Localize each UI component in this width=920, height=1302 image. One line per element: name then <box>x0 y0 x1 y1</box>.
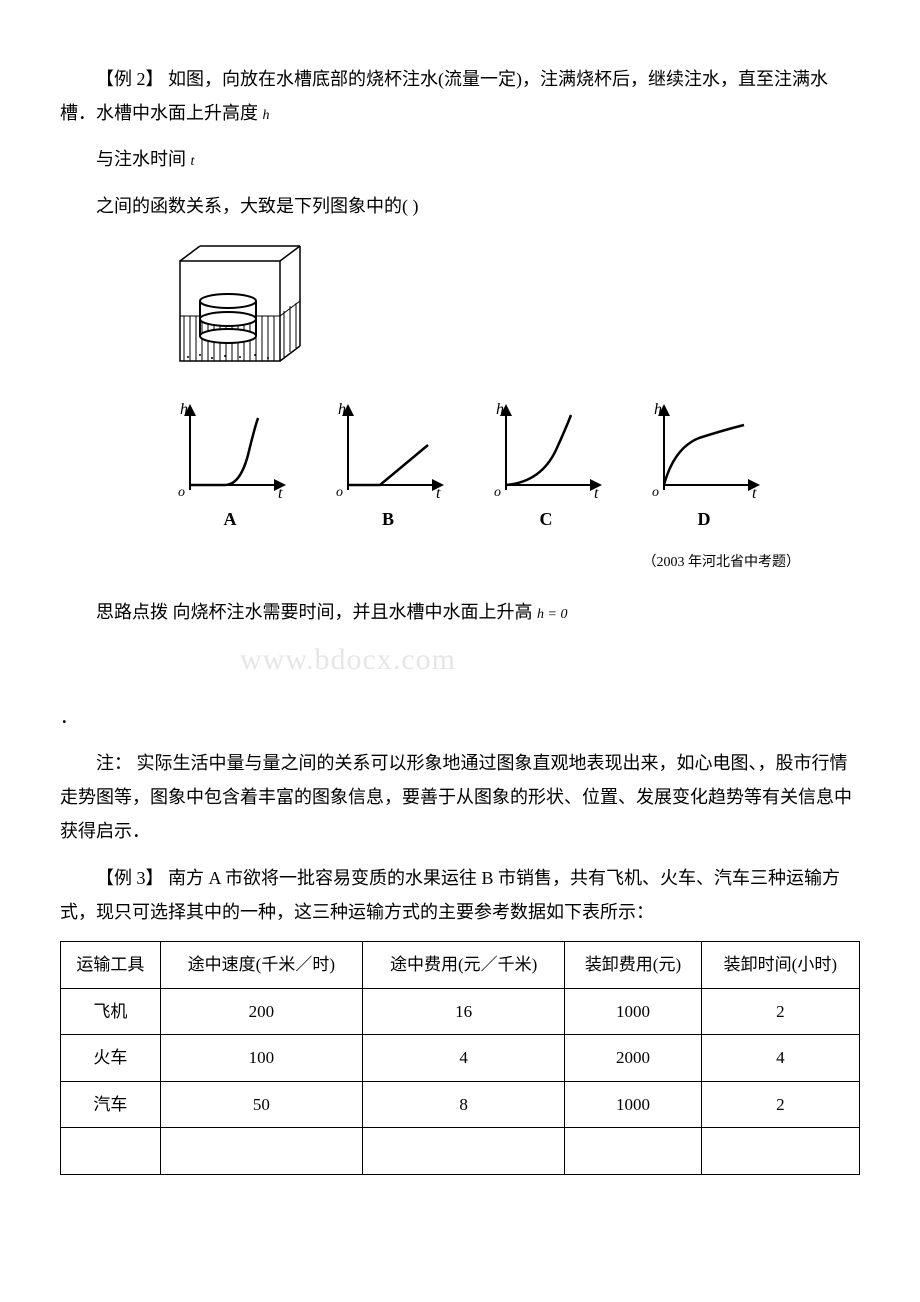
svg-text:t: t <box>594 485 599 500</box>
svg-text:o: o <box>336 485 343 500</box>
col-cost: 途中费用(元／千米) <box>362 942 564 989</box>
table-cell: 16 <box>362 988 564 1035</box>
example3-title: 【例 3】 南方 A 市欲将一批容易变质的水果运往 B 市销售，共有飞机、火车、… <box>60 861 860 929</box>
svg-text:h: h <box>338 401 346 418</box>
svg-text:h: h <box>496 401 504 418</box>
table-cell: 汽车 <box>61 1081 161 1128</box>
svg-text:o: o <box>494 485 501 500</box>
svg-text:h: h <box>180 401 188 418</box>
table-cell <box>160 1128 362 1175</box>
graph-d: h t o <box>644 400 764 500</box>
label-b: B <box>328 502 448 536</box>
watermark: www.bdocx.com <box>240 631 860 688</box>
table-cell: 4 <box>701 1035 859 1082</box>
tank-diagram <box>170 241 860 382</box>
col-time: 装卸时间(小时) <box>701 942 859 989</box>
hint-line: 思路点拨 向烧杯注水需要时间，并且水槽中水面上升高 h = 0 <box>60 595 860 629</box>
table-cell: 8 <box>362 1081 564 1128</box>
svg-text:t: t <box>752 485 757 500</box>
label-c: C <box>486 502 606 536</box>
transport-table: 运输工具 途中速度(千米／时) 途中费用(元／千米) 装卸费用(元) 装卸时间(… <box>60 941 860 1175</box>
note-text: 注： 实际生活中量与量之间的关系可以形象地通过图象直观地表现出来，如心电图、，股… <box>60 746 860 849</box>
table-cell <box>701 1128 859 1175</box>
ex2-title: 【例 2】 如图，向放在水槽底部的烧杯注水(流量一定)，注满烧杯后，继续注水，直… <box>60 69 828 123</box>
ex2-line2: 与注水时间 t <box>60 142 860 176</box>
example2-intro: 【例 2】 如图，向放在水槽底部的烧杯注水(流量一定)，注满烧杯后，继续注水，直… <box>60 62 860 130</box>
table-row: 火车100420004 <box>61 1035 860 1082</box>
svg-text:h: h <box>654 401 662 418</box>
var-h: h <box>263 108 270 123</box>
graph-a: h t o <box>170 400 290 500</box>
ex2-line3: 之间的函数关系，大致是下列图象中的( ) <box>60 189 860 223</box>
table-cell: 4 <box>362 1035 564 1082</box>
table-cell: 火车 <box>61 1035 161 1082</box>
graph-c: h t o <box>486 400 606 500</box>
table-cell <box>61 1128 161 1175</box>
table-cell: 1000 <box>565 1081 701 1128</box>
table-cell: 2 <box>701 988 859 1035</box>
option-graphs: h t o h t o h t o h t o <box>170 400 860 500</box>
table-cell <box>565 1128 701 1175</box>
col-tool: 运输工具 <box>61 942 161 989</box>
table-cell: 2 <box>701 1081 859 1128</box>
col-speed: 途中速度(千米／时) <box>160 942 362 989</box>
var-t: t <box>191 154 195 169</box>
table-cell <box>362 1128 564 1175</box>
table-row: 汽车50810002 <box>61 1081 860 1128</box>
graph-b: h t o <box>328 400 448 500</box>
table-header-row: 运输工具 途中速度(千米／时) 途中费用(元／千米) 装卸费用(元) 装卸时间(… <box>61 942 860 989</box>
label-a: A <box>170 502 290 536</box>
table-cell: 飞机 <box>61 988 161 1035</box>
svg-text:t: t <box>278 485 283 500</box>
table-cell: 100 <box>160 1035 362 1082</box>
table-row: 飞机2001610002 <box>61 988 860 1035</box>
table-cell: 50 <box>160 1081 362 1128</box>
table-cell: 200 <box>160 988 362 1035</box>
table-cell: 2000 <box>565 1035 701 1082</box>
svg-text:o: o <box>178 485 185 500</box>
svg-text:o: o <box>652 485 659 500</box>
table-row <box>61 1128 860 1175</box>
option-labels: A B C D <box>170 502 860 536</box>
svg-text:t: t <box>436 485 441 500</box>
exam-source: （2003 年河北省中考题） <box>60 550 860 577</box>
label-d: D <box>644 502 764 536</box>
period: ． <box>60 700 860 734</box>
table-cell: 1000 <box>565 988 701 1035</box>
col-load: 装卸费用(元) <box>565 942 701 989</box>
